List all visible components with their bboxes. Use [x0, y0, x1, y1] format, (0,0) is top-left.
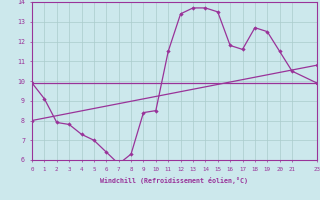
- X-axis label: Windchill (Refroidissement éolien,°C): Windchill (Refroidissement éolien,°C): [100, 178, 248, 184]
